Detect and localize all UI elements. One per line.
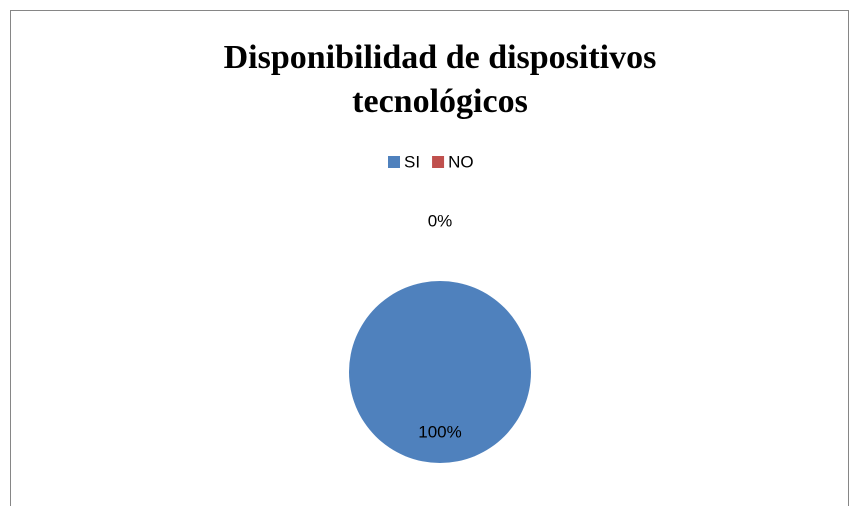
data-label: 0% [428,211,453,230]
legend-label: NO [448,152,474,171]
chart-title: Disponibilidad de dispositivos tecnológi… [223,39,657,120]
legend-swatch [388,156,400,168]
legend-swatch [432,156,445,168]
pie-slice [349,281,531,463]
legend-label: SI [404,152,420,171]
data-label: 100% [418,422,461,441]
